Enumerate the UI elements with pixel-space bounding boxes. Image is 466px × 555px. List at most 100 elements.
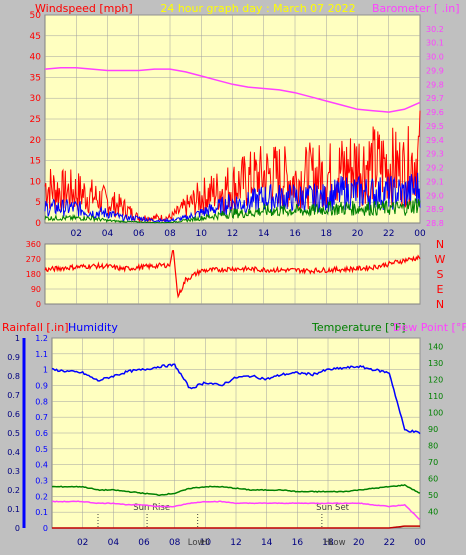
- temperature-y-tick-label: 50: [428, 491, 438, 500]
- humidity-x-tick-label: 06: [138, 538, 150, 548]
- wind-x-tick-label: 12: [227, 229, 238, 239]
- wind-x-tick-label: 16: [289, 229, 301, 239]
- wind-x-tick-label: 14: [258, 229, 270, 239]
- rainfall-y-tick-label: 0.9: [7, 353, 20, 362]
- annotation-label: Hi: [324, 538, 333, 548]
- humidity-x-tick-label: 20: [353, 538, 365, 548]
- humidity-x-tick-label: 18: [322, 538, 334, 548]
- rainfall-line: [52, 525, 420, 529]
- direction-y-tick-label: 90: [31, 285, 41, 294]
- rainfall-y-tick-label: 0.2: [7, 486, 20, 495]
- barometer-y-ticks: 28.8 28.9 29.0 29.1 29.2 29.3 29.4 29.5 29.6 29.7…: [426, 25, 444, 228]
- wind-y-tick-label: 45: [30, 32, 41, 42]
- wind-y-tick-label: 40: [30, 53, 42, 63]
- humidity-y-tick-label: 0.6: [35, 429, 48, 438]
- barometer-y-tick-label: 29.1: [426, 177, 444, 186]
- barometer-y-tick-label: 30.0: [426, 53, 444, 62]
- temperature-line: [51, 483, 421, 497]
- humidity-x-tick-label: 02: [77, 538, 88, 548]
- barometer-y-tick-label: 28.9: [426, 205, 444, 214]
- temperature-y-tick-label: 110: [428, 392, 443, 401]
- humidity-series: [51, 363, 421, 529]
- compass-label: S: [437, 268, 444, 281]
- barometer-axis-title: Barometer [ .in]: [372, 2, 459, 15]
- wind-series-line-0: [44, 110, 421, 224]
- wind-y-tick-label: 5: [35, 198, 41, 208]
- rainfall-y-tick-label: 0.6: [7, 410, 20, 419]
- wind-direction-line: [44, 250, 421, 299]
- temperature-y-tick-label: 100: [428, 408, 443, 417]
- humidity-y-ticks: 0 0.1 0.2 0.3 0.4 0.5 0.6 0.7 0.8 0.9 1 1.1 1.2: [35, 334, 48, 533]
- wind-x-tick-label: 04: [102, 229, 114, 239]
- wind-y-tick-label: 35: [30, 73, 41, 83]
- temperature-y-tick-label: 40: [428, 507, 438, 516]
- humidity-axis-title: Humidity: [68, 321, 118, 334]
- compass-label: W: [435, 253, 446, 266]
- rainfall-axis-title: Rainfall [.in]: [2, 321, 69, 334]
- wind-y-tick-label: 50: [30, 11, 42, 21]
- humidity-x-tick-label: 10: [200, 538, 212, 548]
- barometer-y-tick-label: 29.6: [426, 108, 444, 117]
- temperature-y-tick-label: 140: [428, 342, 443, 351]
- dew-point-axis-title: Dew Point [°F]: [393, 321, 466, 334]
- barometer-line: [44, 66, 421, 113]
- wind-x-tick-label: 18: [321, 229, 333, 239]
- temperature-y-tick-label: 60: [428, 474, 438, 483]
- rainfall-y-tick-label: 0.3: [7, 467, 20, 476]
- humidity-x-tick-label: 14: [261, 538, 273, 548]
- annotation-label: Low: [188, 538, 205, 548]
- humidity-x-ticks: 02 04 06 08 10 12 14 16 18 20 22 00: [77, 538, 426, 548]
- temperature-y-tick-label: 130: [428, 359, 443, 368]
- direction-series: [44, 250, 421, 299]
- windspeed-axis-title: Windspeed [mph]: [35, 2, 133, 15]
- annotation-label: Low: [329, 538, 346, 548]
- humidity-line: [51, 363, 421, 435]
- barometer-y-tick-label: 29.3: [426, 150, 444, 159]
- humidity-x-tick-label: 00: [414, 538, 426, 548]
- humidity-grid: [52, 337, 421, 528]
- barometer-y-tick-label: 30.2: [426, 25, 444, 34]
- humidity-x-tick-label: 16: [292, 538, 304, 548]
- temperature-y-tick-label: 70: [428, 458, 438, 467]
- wind-series-line-2: [44, 198, 421, 224]
- temperature-y-tick-label: 80: [428, 441, 438, 450]
- barometer-y-tick-label: 29.2: [426, 164, 444, 173]
- rainfall-y-tick-label: 0.8: [7, 372, 20, 381]
- rainfall-y-tick-label: 0.4: [7, 448, 20, 457]
- wind-y-tick-label: 0: [35, 219, 41, 229]
- humidity-y-tick-label: 0.4: [35, 461, 48, 470]
- wind-y-tick-label: 25: [30, 115, 41, 125]
- wind-series-line-1: [44, 172, 421, 224]
- temperature-y-ticks: 40 50 60 70 80 90 100 110 120 130 140: [428, 342, 443, 516]
- barometer-y-tick-label: 29.5: [426, 122, 444, 131]
- barometer-y-tick-label: 29.4: [426, 136, 444, 145]
- humidity-y-tick-label: 0: [43, 524, 48, 533]
- wind-x-tick-label: 22: [383, 229, 394, 239]
- rainfall-y-tick-label: 0: [15, 524, 20, 533]
- wind-series: [44, 66, 421, 224]
- wind-y-tick-label: 10: [30, 177, 42, 187]
- rainfall-y-tick-label: 0.7: [7, 391, 20, 400]
- barometer-y-tick-label: 29.0: [426, 191, 444, 200]
- barometer-y-tick-label: 29.9: [426, 66, 444, 75]
- humidity-y-tick-label: 0.3: [35, 477, 48, 486]
- wind-x-tick-label: 02: [71, 229, 82, 239]
- wind-x-ticks: 02 04 06 08 10 12 14 16 18 20 22 00: [71, 229, 426, 239]
- humidity-y-tick-label: 0.8: [35, 397, 48, 406]
- humidity-y-tick-label: 0.5: [35, 445, 48, 454]
- barometer-y-tick-label: 29.8: [426, 80, 444, 89]
- wind-x-tick-label: 00: [414, 229, 426, 239]
- direction-y-tick-label: 360: [26, 240, 41, 249]
- annotation-label: Sun Set: [316, 503, 349, 513]
- compass-label: N: [436, 238, 444, 251]
- humidity-y-tick-label: 1.2: [35, 334, 48, 343]
- wind-y-ticks: 0 5 10 15 20 25 30 35 40 45 50: [30, 11, 42, 229]
- humidity-y-tick-label: 1.1: [35, 350, 48, 359]
- graph-title: 24 hour graph day : March 07 2022: [160, 2, 355, 15]
- barometer-y-tick-label: 30.1: [426, 39, 444, 48]
- compass-label: E: [437, 283, 444, 296]
- humidity-y-tick-label: 0.1: [35, 508, 48, 517]
- humidity-y-tick-label: 1: [43, 366, 48, 375]
